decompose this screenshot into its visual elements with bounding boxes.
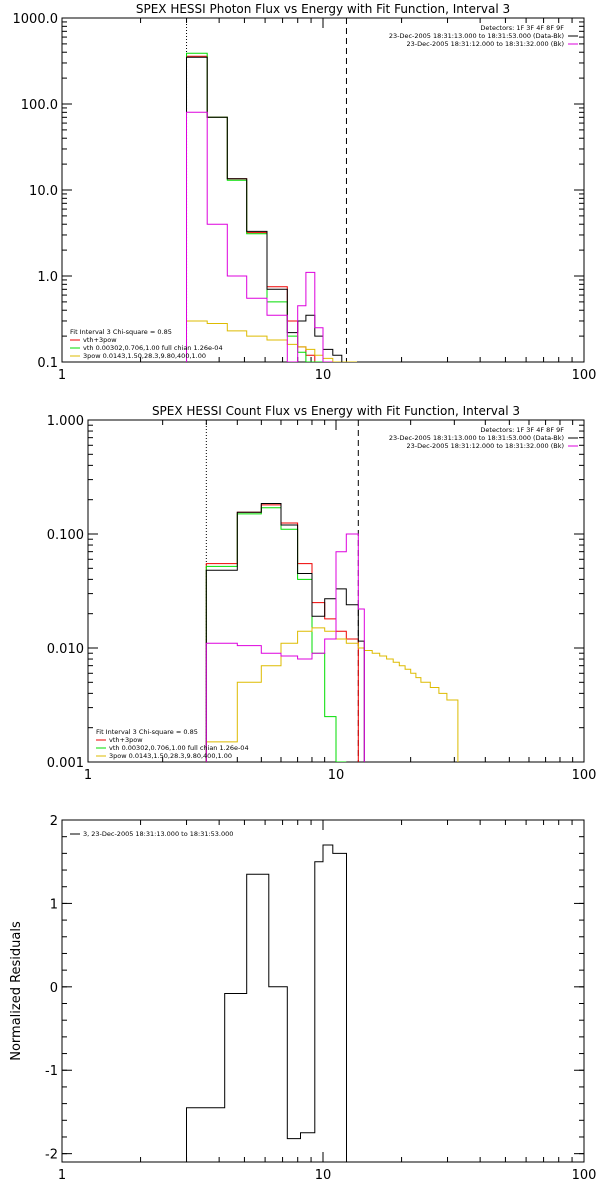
y-tick-label: -1 bbox=[45, 1064, 58, 1079]
y-tick-label: 0.1 bbox=[37, 356, 58, 371]
series-line-data-bk bbox=[186, 56, 343, 362]
legend-text: vth+3pow bbox=[83, 336, 117, 344]
y-tick-label: 0.001 bbox=[47, 756, 84, 771]
legend-text: vth 0.00302,0.706,1.00 full chian 1.26e-… bbox=[83, 344, 223, 352]
chart-title: SPEX HESSI Photon Flux vs Energy with Fi… bbox=[136, 2, 510, 16]
y-tick-label: 1.000 bbox=[47, 414, 84, 429]
y-tick-label: 1 bbox=[50, 897, 58, 912]
x-tick-label: 100 bbox=[572, 768, 597, 783]
legend-text: Detectors: 1F 3F 4F 8F 9F bbox=[480, 426, 564, 434]
legend-text: 3pow 0.0143,1.50,28.3,9.80,400,1.00 bbox=[109, 752, 232, 760]
y-tick-label: 0.100 bbox=[47, 528, 84, 543]
legend-text: 23-Dec-2005 18:31:12.000 to 18:31:32.000… bbox=[407, 40, 565, 48]
x-tick-label: 1 bbox=[58, 368, 66, 383]
chart-panel-1: SPEX HESSI Photon Flux vs Energy with Fi… bbox=[13, 2, 597, 383]
series-line-3-23-dec-2005-18-31-13-000-to-18-31-53-000 bbox=[186, 844, 347, 1162]
y-axis-label: Normalized Residuals bbox=[9, 921, 24, 1061]
chart-panel-2: SPEX HESSI Count Flux vs Energy with Fit… bbox=[47, 404, 597, 783]
series-group bbox=[186, 844, 347, 1162]
x-tick-label: 10 bbox=[315, 368, 332, 383]
y-tick-label: 1.0 bbox=[37, 270, 58, 285]
y-tick-label: 10.0 bbox=[29, 184, 58, 199]
series-group bbox=[186, 52, 357, 362]
series-line-bk bbox=[186, 111, 333, 362]
y-tick-label: 0 bbox=[50, 981, 58, 996]
y-tick-label: 2 bbox=[50, 814, 58, 829]
series-line-vth-3pow bbox=[186, 55, 333, 362]
x-tick-label: 1 bbox=[58, 1168, 66, 1183]
legend-text: Fit Interval 3 Chi-square = 0.85 bbox=[70, 328, 172, 336]
series-line-3pow bbox=[205, 627, 459, 762]
legend-text: 3, 23-Dec-2005 18:31:13.000 to 18:31:53.… bbox=[83, 830, 233, 838]
chart-title: SPEX HESSI Count Flux vs Energy with Fit… bbox=[152, 404, 520, 418]
series-line-3pow bbox=[186, 320, 357, 362]
chart-panel-3: Normalized Residuals 1 10 100 -2 -1 0 1 2 3, 23-D… bbox=[9, 814, 596, 1183]
series-group bbox=[205, 503, 459, 762]
x-tick-label: 10 bbox=[315, 1168, 332, 1183]
y-tick-label: -2 bbox=[45, 1148, 58, 1163]
plot-frame bbox=[61, 17, 585, 363]
legend-text: 23-Dec-2005 18:31:13.000 to 18:31:53.000… bbox=[389, 434, 564, 442]
y-tick-label: 0.010 bbox=[47, 642, 84, 657]
y-tick-label: 1000.0 bbox=[13, 12, 59, 27]
legend-text: 23-Dec-2005 18:31:12.000 to 18:31:32.000… bbox=[407, 442, 565, 450]
legend-text: Detectors: 1F 3F 4F 8F 9F bbox=[480, 24, 564, 32]
legend-text: vth 0.00302,0.706,1.00 full chian 1.26e-… bbox=[109, 744, 249, 752]
plot-frame bbox=[61, 819, 585, 1163]
x-tick-label: 1 bbox=[84, 768, 92, 783]
legend-text: vth+3pow bbox=[109, 736, 143, 744]
y-tick-label: 100.0 bbox=[21, 98, 58, 113]
series-line-data-bk bbox=[205, 503, 365, 762]
x-tick-label: 10 bbox=[328, 768, 345, 783]
legend-text: Fit Interval 3 Chi-square = 0.85 bbox=[96, 728, 198, 736]
series-line-vth bbox=[205, 507, 347, 762]
x-tick-label: 100 bbox=[572, 368, 597, 383]
legend-text: 23-Dec-2005 18:31:13.000 to 18:31:53.000… bbox=[389, 32, 564, 40]
series-line-bk bbox=[205, 533, 365, 762]
x-tick-label: 100 bbox=[572, 1168, 597, 1183]
legend-text: 3pow 0.0143,1.50,28.3,9.80,400,1.00 bbox=[83, 352, 206, 360]
